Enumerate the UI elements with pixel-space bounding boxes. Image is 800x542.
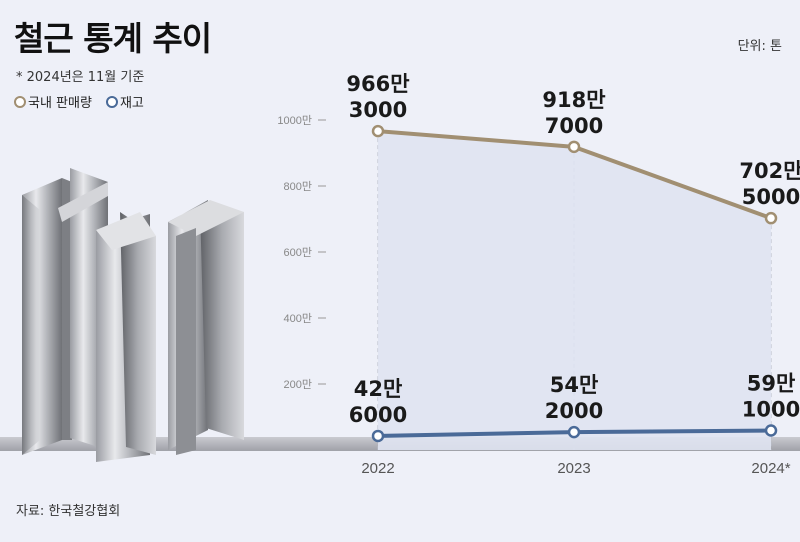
x-tick-label: 2023 [557,460,590,477]
data-point-inventory [567,425,581,439]
data-label: 7000 [545,114,603,138]
legend-label-sales: 국내 판매량 [28,96,92,111]
data-point-sales [371,124,385,138]
data-point-inventory [764,424,778,437]
x-tick-label: 2022 [361,460,394,477]
steel-beams-illustration [22,168,244,462]
data-label: 702만 [739,159,800,183]
data-label: 54만 [550,373,599,397]
y-tick-label: 1000만 [277,114,312,127]
legend-marker-sales [14,95,26,108]
plot-area: 200만 400만 600만 800만 1000만 2022 2023 2024* 966만30… [277,72,800,477]
source-note: 자료: 한국철강협회 [16,504,121,519]
data-label: 918만 [542,88,605,112]
legend: 국내 판매량 재고 [14,92,152,111]
legend-label-inventory: 재고 [119,96,144,111]
data-label: 42만 [354,377,403,401]
sales-area-fill [378,131,771,450]
data-label: 59만 [747,371,796,395]
footnote: * 2024년은 11월 기준 [16,70,145,85]
y-tick-label: 600만 [284,246,312,259]
data-label: 5000 [742,185,800,209]
y-tick-label: 200만 [284,378,312,391]
data-point-sales [764,211,778,225]
legend-item-sales: 국내 판매량 [14,92,92,111]
data-label: 3000 [349,98,407,122]
data-point-sales [567,140,581,154]
data-label: 966만 [346,72,409,96]
legend-item-inventory: 재고 [105,92,144,111]
legend-marker-inventory [105,95,118,108]
data-label: 1000 [742,397,800,421]
unit-note: 단위: 톤 [737,39,782,54]
chart-title: 철근 통계 추이 [14,19,212,58]
x-tick-label: 2024* [751,460,790,477]
y-tick-label: 800만 [284,180,312,193]
data-label: 6000 [349,403,407,427]
y-tick-label: 400만 [284,312,312,325]
data-point-inventory [371,429,385,443]
data-label: 2000 [545,399,603,423]
